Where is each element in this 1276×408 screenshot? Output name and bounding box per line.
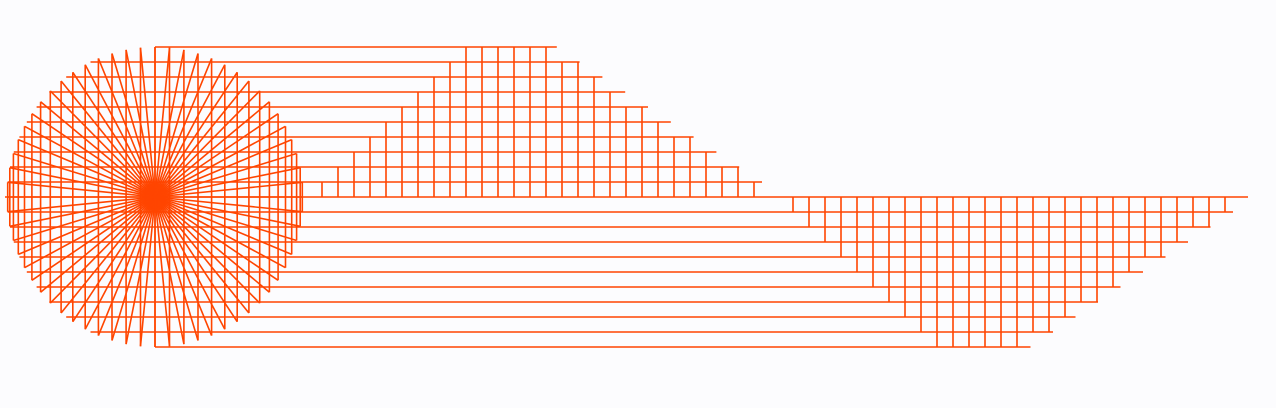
ray-line <box>154 113 279 198</box>
ray-line <box>154 196 261 304</box>
ray-line <box>154 64 226 198</box>
ray-line <box>154 196 286 269</box>
ray-line <box>84 196 156 330</box>
ray-line <box>84 64 156 198</box>
ray-line <box>154 90 261 198</box>
ray-line <box>13 196 156 242</box>
ray-line <box>49 196 156 304</box>
ray-line <box>24 196 156 269</box>
ray-line <box>60 80 156 198</box>
ray-line <box>31 113 156 198</box>
ray-line <box>154 196 279 281</box>
ray-line <box>154 152 297 198</box>
ray-line <box>154 80 250 198</box>
ray-line <box>13 152 156 198</box>
ray-line <box>60 196 156 314</box>
ray-line <box>49 90 156 198</box>
ray-line <box>154 196 250 314</box>
ray-line <box>31 196 156 281</box>
ray-line <box>154 125 286 198</box>
ray-line <box>154 196 297 242</box>
ray-line <box>24 125 156 198</box>
ray-line <box>154 196 226 330</box>
